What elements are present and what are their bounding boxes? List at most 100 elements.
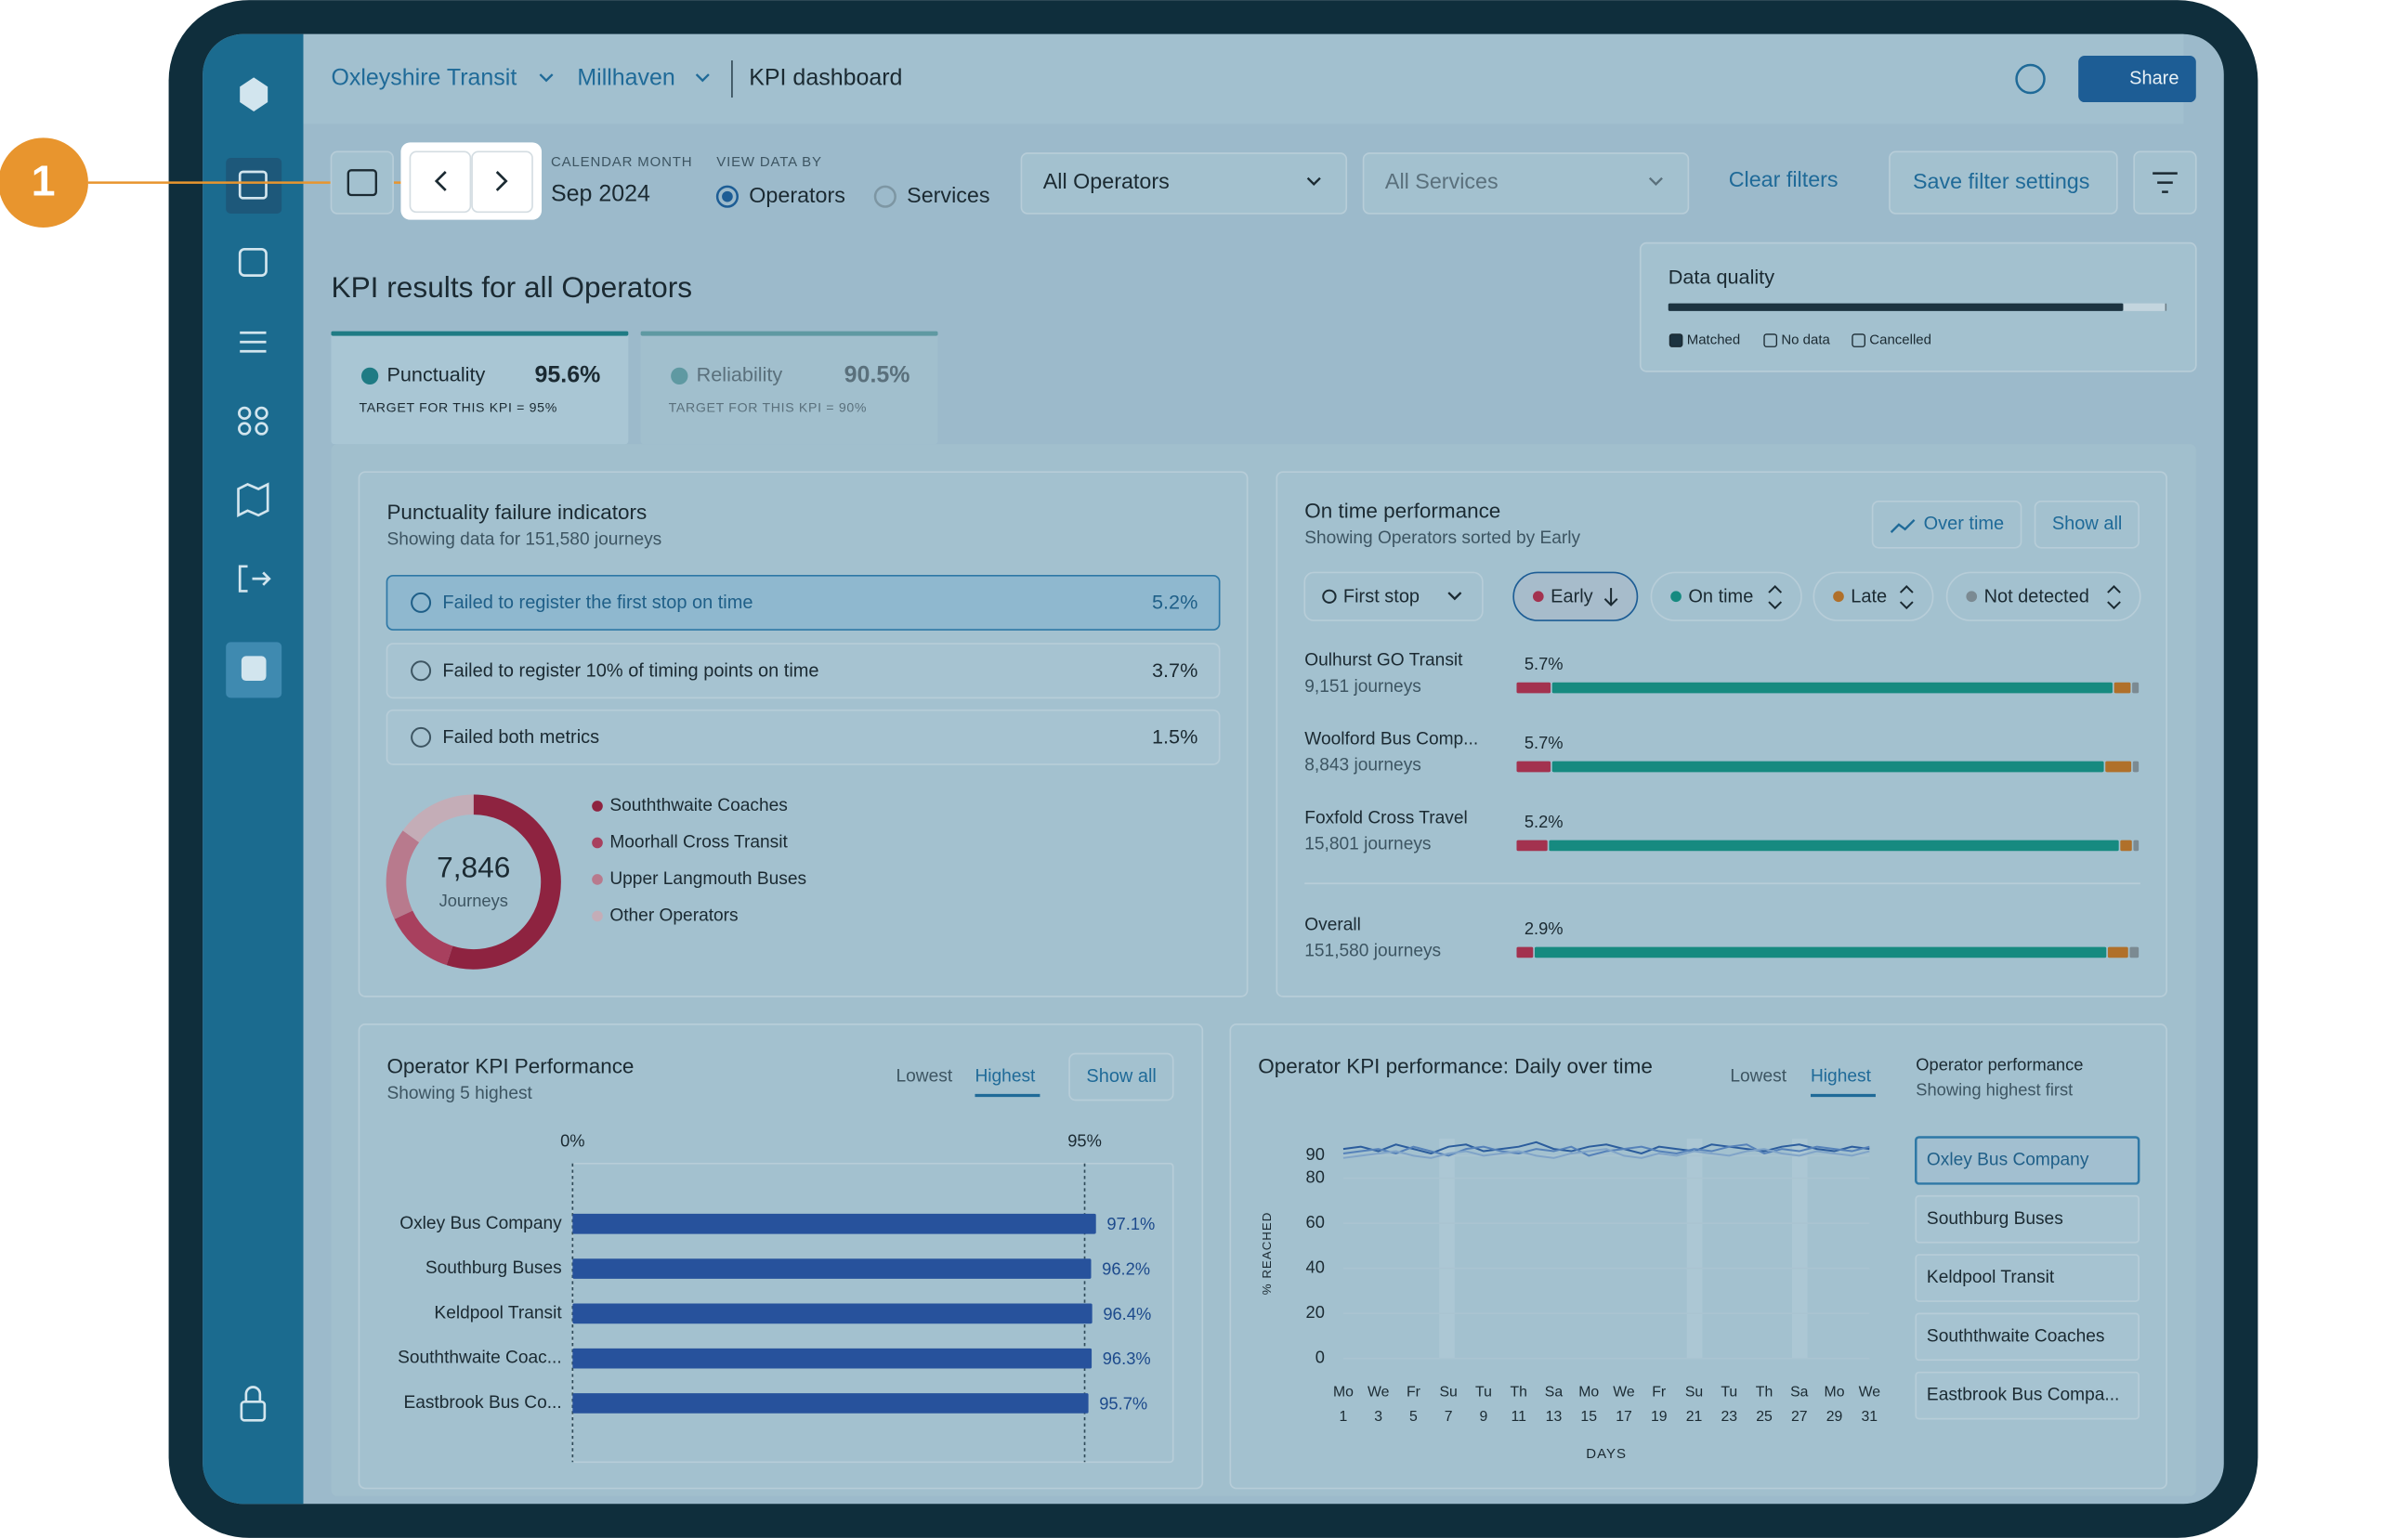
- x-tick-label: 25: [1756, 1409, 1773, 1425]
- nav-dashboard[interactable]: [226, 158, 281, 214]
- category-label: Southburg Buses: [425, 1258, 562, 1278]
- operator-option-label[interactable]: Keldpool Transit: [1927, 1268, 2055, 1287]
- kpi-tab-indicator: [331, 332, 628, 336]
- bar: [572, 1349, 1092, 1369]
- performance-segment: [1516, 762, 1551, 773]
- button-label[interactable]: Over time: [1924, 514, 2005, 534]
- toggle-option[interactable]: Lowest: [1730, 1067, 1786, 1087]
- breadcrumb[interactable]: Oxleyshire Transit: [331, 65, 517, 91]
- performance-segment: [2114, 683, 2131, 694]
- kpi-target: TARGET FOR THIS KPI = 90%: [669, 400, 868, 415]
- clear-filters[interactable]: Clear filters: [1729, 167, 1839, 191]
- legend-dot: [592, 911, 603, 922]
- performance-segment: [2120, 841, 2131, 852]
- breadcrumb[interactable]: Millhaven: [577, 65, 674, 91]
- x-tick-label: 31: [1862, 1409, 1878, 1425]
- legend-dot: [592, 838, 603, 849]
- pill-dot: [1966, 591, 1977, 602]
- pill-dot: [1833, 591, 1844, 602]
- bar: [572, 1214, 1095, 1234]
- legend-label: Cancelled: [1869, 332, 1931, 348]
- indicator-label[interactable]: Failed to register the first stop on tim…: [442, 593, 752, 613]
- y-tick-label: 20: [1306, 1302, 1325, 1322]
- pill-label[interactable]: Early: [1551, 586, 1593, 606]
- x-weekday-label: Tu: [1721, 1384, 1737, 1400]
- x-tick-label: 19: [1651, 1409, 1668, 1425]
- card-title: Data quality: [1669, 266, 1774, 289]
- early-label: 5.7%: [1525, 733, 1564, 752]
- kpi-name[interactable]: Punctuality: [386, 363, 485, 386]
- x-tick-label: 27: [1791, 1409, 1808, 1425]
- performance-segment: [1516, 947, 1533, 958]
- bar: [572, 1304, 1092, 1324]
- pill-label[interactable]: Late: [1851, 586, 1887, 606]
- list-title: Operator performance: [1916, 1055, 2083, 1075]
- pill-label[interactable]: Not detected: [1984, 586, 2089, 606]
- x-weekday-label: Mo: [1825, 1384, 1845, 1400]
- operator-option-label[interactable]: Southburg Buses: [1927, 1209, 2063, 1229]
- kpi-target: TARGET FOR THIS KPI = 95%: [359, 400, 557, 415]
- bar: [572, 1258, 1091, 1279]
- kpi-value: 95.6%: [535, 361, 601, 387]
- performance-segment: [1549, 841, 2118, 852]
- performance-segment: [2132, 683, 2139, 694]
- y-tick-label: 40: [1306, 1258, 1325, 1277]
- period-label: CALENDAR MONTH: [551, 154, 692, 170]
- toggle-option[interactable]: Lowest: [896, 1067, 953, 1087]
- x-tick-label: 9: [1480, 1409, 1488, 1425]
- weekend-band: [1687, 1139, 1703, 1359]
- bar: [572, 1393, 1088, 1414]
- journey-count: 15,801 journeys: [1304, 835, 1431, 854]
- x-tick-label: 21: [1686, 1409, 1703, 1425]
- card-title: Punctuality failure indicators: [386, 501, 647, 524]
- button-label[interactable]: Show all: [2052, 514, 2122, 534]
- previous-month[interactable]: [410, 151, 470, 212]
- dropdown-value[interactable]: All Services: [1385, 169, 1498, 193]
- indicator-label[interactable]: Failed to register 10% of timing points …: [442, 660, 818, 681]
- operator-option-label[interactable]: Oxley Bus Company: [1927, 1151, 2089, 1170]
- journey-count: 8,843 journeys: [1304, 756, 1421, 776]
- x-tick-label: 13: [1546, 1409, 1563, 1425]
- y-tick-label: 60: [1306, 1212, 1325, 1232]
- radio-label[interactable]: Services: [907, 183, 989, 207]
- x-tick-label: 5: [1409, 1409, 1418, 1425]
- x-tick-label: 7: [1445, 1409, 1453, 1425]
- operator-name: Overall: [1304, 915, 1361, 934]
- x-weekday-label: We: [1368, 1384, 1390, 1400]
- button-label[interactable]: Show all: [1086, 1066, 1156, 1087]
- share-label[interactable]: Share: [2129, 68, 2179, 88]
- x-weekday-label: Mo: [1578, 1384, 1599, 1400]
- value-label: 96.3%: [1103, 1349, 1151, 1368]
- save-label[interactable]: Save filter settings: [1913, 169, 2089, 193]
- indicator-label[interactable]: Failed both metrics: [442, 727, 599, 748]
- calendar-button[interactable]: [331, 151, 393, 214]
- x-tick-label: 29: [1826, 1409, 1843, 1425]
- performance-segment: [2133, 762, 2139, 773]
- x-weekday-label: We: [1613, 1384, 1635, 1400]
- performance-segment: [1535, 947, 2106, 958]
- dropdown-value[interactable]: All Operators: [1043, 169, 1170, 193]
- pill-label[interactable]: On time: [1688, 586, 1753, 606]
- toggle-option[interactable]: Highest: [975, 1067, 1036, 1087]
- legend-label: Souththwaite Coaches: [609, 796, 788, 815]
- x-weekday-label: Su: [1685, 1384, 1703, 1400]
- radio-label[interactable]: Operators: [749, 183, 845, 207]
- category-label: Keldpool Transit: [434, 1303, 562, 1323]
- x-weekday-label: Tu: [1475, 1384, 1492, 1400]
- operator-option-label[interactable]: Souththwaite Coaches: [1927, 1326, 2105, 1346]
- x-tick-label: 1: [1340, 1409, 1348, 1425]
- x-tick-label: 15: [1580, 1409, 1597, 1425]
- next-month[interactable]: [472, 151, 532, 212]
- operator-name: Woolford Bus Comp...: [1304, 729, 1478, 749]
- kpi-name[interactable]: Reliability: [697, 363, 783, 386]
- toggle-option[interactable]: Highest: [1811, 1067, 1872, 1087]
- filter-label[interactable]: First stop: [1343, 586, 1420, 606]
- operator-option-label[interactable]: Eastbrook Bus Compa...: [1927, 1386, 2119, 1405]
- page-heading: KPI results for all Operators: [331, 270, 692, 304]
- y-axis-title: % REACHED: [1260, 1212, 1274, 1296]
- card-subtitle: Showing 5 highest: [386, 1084, 532, 1103]
- x-tick-label: 0%: [560, 1130, 584, 1150]
- legend-label: Other Operators: [609, 906, 738, 925]
- x-tick-label: 3: [1374, 1409, 1382, 1425]
